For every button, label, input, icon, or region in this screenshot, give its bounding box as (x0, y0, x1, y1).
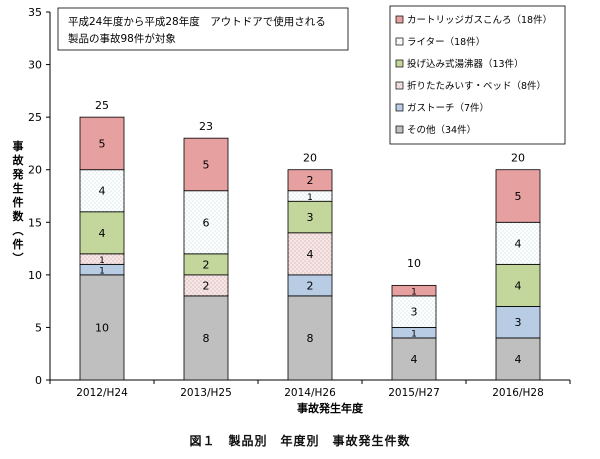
bar-segment-label: 4 (515, 353, 522, 366)
bar-segment-label: 4 (515, 279, 522, 292)
legend-label: 投げ込み式湯沸器（13件） (407, 58, 524, 70)
bar-segment-label: 1 (99, 267, 105, 277)
bar-segment-label: 2 (203, 279, 210, 292)
legend-swatch (395, 103, 404, 112)
bar-segment-label: 3 (411, 306, 418, 319)
legend-label: その他（34件） (407, 124, 476, 136)
bar-segment-label: 1 (99, 256, 105, 266)
bar-segment (391, 337, 437, 381)
legend-label: 折りたたみいす・ベッド（8件） (407, 80, 546, 92)
bar-total-label: 20 (303, 152, 317, 165)
legend-label: カートリッジガスこんろ（18件） (407, 14, 552, 26)
y-tick-label: 25 (28, 111, 42, 124)
bar-segment (495, 169, 541, 223)
x-tick-label: 2015/H27 (388, 387, 440, 399)
bar-segment-label: 1 (307, 193, 313, 203)
legend-label: ガストーチ（7件） (407, 102, 489, 114)
y-tick-label: 5 (35, 321, 42, 334)
y-tick-label: 35 (28, 6, 42, 19)
bar-total-label: 20 (511, 152, 525, 165)
bar-segment (79, 169, 125, 213)
bar-total-label: 23 (199, 120, 213, 133)
bar-total-label: 25 (95, 99, 109, 112)
bar-segment (183, 190, 229, 255)
bar-segment-label: 4 (307, 248, 314, 261)
bar-segment-label: 5 (203, 158, 210, 171)
bar-segment (287, 169, 333, 192)
bar-segment-label: 8 (203, 332, 210, 345)
bar-segment (79, 116, 125, 171)
bar-segment (79, 211, 125, 255)
bar-segment (287, 295, 333, 381)
bar-segment-label: 8 (307, 332, 314, 345)
bar-segment (495, 337, 541, 381)
bar-segment-label: 6 (203, 216, 210, 229)
y-tick-label: 20 (28, 164, 42, 177)
x-tick-label: 2014/H26 (284, 387, 336, 399)
bar-total-label: 10 (407, 257, 421, 270)
bar-segment-label: 2 (307, 174, 314, 187)
y-tick-label: 0 (35, 374, 42, 387)
bar-segment (79, 274, 125, 381)
bar-segment (183, 295, 229, 381)
bar-segment-label: 4 (411, 353, 418, 366)
bar-segment (183, 137, 229, 192)
bar-segment-label: 3 (515, 316, 522, 329)
annotation-line-1: 平成24年度から平成28年度 アウトドアで使用される (68, 15, 326, 28)
x-tick-label: 2013/H25 (180, 387, 232, 399)
bar-segment-label: 3 (307, 211, 314, 224)
bar-segment-label: 1 (411, 288, 417, 298)
bar-segment-label: 2 (307, 279, 314, 292)
y-tick-label: 15 (28, 216, 42, 229)
legend-box (389, 5, 566, 145)
bar-segment-label: 4 (99, 227, 106, 240)
legend-swatch (395, 125, 404, 134)
bar-segment-label: 5 (99, 137, 106, 150)
bar-segment-label: 10 (95, 321, 109, 334)
bar-segment-label: 2 (203, 258, 210, 271)
legend-swatch (395, 59, 404, 68)
legend: カートリッジガスこんろ（18件） ライター（18件） 投げ込み式湯沸器（13件） 折り… (389, 5, 566, 145)
bar-segment-label: 4 (99, 185, 106, 198)
x-axis-label: 事故発生年度 (297, 401, 364, 415)
legend-swatch (395, 81, 404, 90)
x-tick-label: 2016/H28 (492, 387, 544, 399)
bar-segment (391, 284, 437, 297)
bar-segment-label: 4 (515, 237, 522, 250)
figure-caption: 図１ 製品別 年度別 事故発生件数 (189, 434, 411, 448)
legend-swatch (395, 15, 404, 24)
y-tick-label: 10 (28, 269, 42, 282)
annotation-box (57, 7, 349, 51)
bar-segment (495, 305, 541, 339)
bar-segment (287, 232, 333, 276)
x-tick-label: 2012/H24 (76, 387, 128, 399)
y-tick-label: 30 (28, 59, 42, 72)
bar-segment-label: 1 (411, 330, 417, 340)
bar-segment (391, 295, 437, 328)
bar-segment (495, 221, 541, 265)
bar-segment-label: 5 (515, 190, 522, 203)
legend-label: ライター（18件） (407, 36, 485, 48)
bar-segment (495, 263, 541, 307)
annotation-line-2: 製品の事故98件が対象 (68, 32, 176, 45)
y-axis-label: 事故発生件数︵件︶ (12, 139, 25, 265)
legend-swatch (395, 37, 404, 46)
